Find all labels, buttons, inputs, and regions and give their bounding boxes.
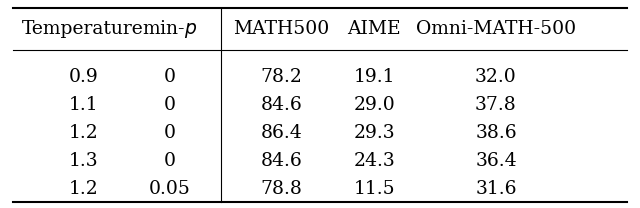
Text: 31.6: 31.6 <box>476 180 516 198</box>
Text: 0: 0 <box>164 124 175 142</box>
Text: 29.3: 29.3 <box>353 124 396 142</box>
Text: 0: 0 <box>164 68 175 86</box>
Text: 11.5: 11.5 <box>353 180 396 198</box>
Text: 19.1: 19.1 <box>354 68 395 86</box>
Text: 86.4: 86.4 <box>260 124 303 142</box>
Text: 0.9: 0.9 <box>68 68 98 86</box>
Text: Temperature: Temperature <box>22 20 144 38</box>
Text: 0.05: 0.05 <box>148 180 191 198</box>
Text: 0: 0 <box>164 152 175 170</box>
Text: MATH500: MATH500 <box>234 20 330 38</box>
Text: 1.2: 1.2 <box>68 124 98 142</box>
Text: 36.4: 36.4 <box>475 152 517 170</box>
Text: 37.8: 37.8 <box>475 96 517 114</box>
Text: 78.8: 78.8 <box>260 180 303 198</box>
Text: Omni-MATH-500: Omni-MATH-500 <box>416 20 576 38</box>
Text: 32.0: 32.0 <box>475 68 517 86</box>
Text: 1.1: 1.1 <box>68 96 98 114</box>
Text: 84.6: 84.6 <box>260 96 303 114</box>
Text: 1.3: 1.3 <box>68 152 98 170</box>
Text: 29.0: 29.0 <box>353 96 396 114</box>
Text: 1.2: 1.2 <box>68 180 98 198</box>
Text: 24.3: 24.3 <box>353 152 396 170</box>
Text: 38.6: 38.6 <box>475 124 517 142</box>
Text: 78.2: 78.2 <box>260 68 303 86</box>
Text: AIME: AIME <box>348 20 401 38</box>
Text: 0: 0 <box>164 96 175 114</box>
Text: 84.6: 84.6 <box>260 152 303 170</box>
Text: min-$p$: min-$p$ <box>142 18 197 40</box>
